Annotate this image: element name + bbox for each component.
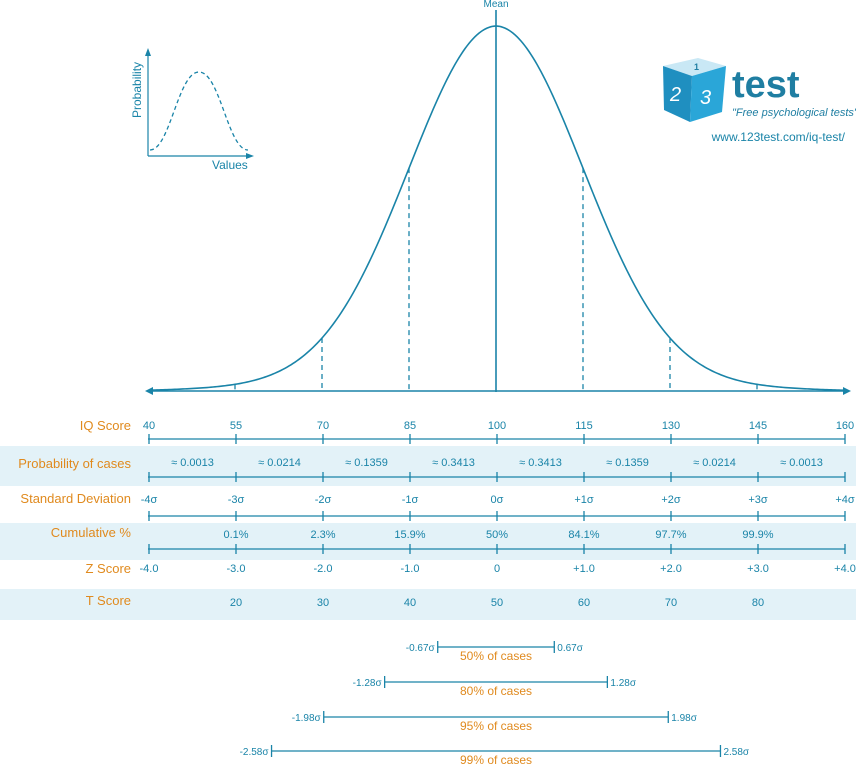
interval-left-label: -2.58σ	[240, 747, 270, 758]
probability-value: ≈ 0.1359	[345, 457, 388, 469]
iq-score-value: 55	[230, 420, 242, 432]
z-score-value: +3.0	[747, 563, 769, 575]
tscore-value: 50	[491, 597, 503, 609]
inset-y-arrow	[145, 48, 151, 56]
logo-brand-text: test	[732, 64, 800, 106]
bell-curve-group: Mean	[145, 0, 851, 395]
logo: 1 2 3 test "Free psychological tests"	[663, 58, 856, 122]
sd-value: -1σ	[402, 494, 419, 506]
inset-curve	[149, 71, 249, 151]
z-score-value: +1.0	[573, 563, 595, 575]
interval-left-label: -1.28σ	[353, 678, 383, 689]
sd-value: +4σ	[835, 494, 855, 506]
inset-x-arrow	[246, 153, 254, 159]
sd-value: -4σ	[141, 494, 158, 506]
inset-x-label: Values	[212, 158, 248, 172]
probability-value: ≈ 0.0214	[693, 457, 736, 469]
cumulative-value: 0.1%	[223, 529, 248, 541]
tscore-value: 60	[578, 597, 590, 609]
z-score-value: -2.0	[314, 563, 333, 575]
tscore-value: 20	[230, 597, 242, 609]
interval-cases-label: 80% of cases	[460, 684, 532, 698]
inset-distribution: Probability Values	[130, 48, 254, 172]
cumulative-value: 50%	[486, 529, 508, 541]
probability-value: ≈ 0.0013	[171, 457, 214, 469]
cumulative-value: 15.9%	[394, 529, 425, 541]
sd-value: +2σ	[661, 494, 681, 506]
baseline-right-arrow	[843, 387, 851, 395]
row-label-sd: Standard Deviation	[20, 491, 131, 506]
sd-value: 0σ	[491, 494, 504, 506]
cumulative-value: 99.9%	[742, 529, 773, 541]
confidence-intervals: -0.67σ 0.67σ 50% of cases -1.28σ 1.28σ 80% of…	[240, 641, 750, 764]
baseline-left-arrow	[145, 387, 153, 395]
z-score-value: -1.0	[401, 563, 420, 575]
cumulative-value: 84.1%	[568, 529, 599, 541]
interval-left-label: -1.98σ	[292, 713, 322, 724]
row-label-t: T Score	[86, 593, 131, 608]
row-label-iq: IQ Score	[80, 418, 131, 433]
probability-value: ≈ 0.0013	[780, 457, 823, 469]
iq-score-value: 115	[575, 420, 593, 432]
tscore-row-band	[0, 589, 856, 620]
sd-value: -3σ	[228, 494, 245, 506]
iq-score-value: 145	[749, 420, 767, 432]
z-score-value: -3.0	[227, 563, 246, 575]
tscore-value: 30	[317, 597, 329, 609]
iq-score-value: 130	[662, 420, 680, 432]
tscore-value: 40	[404, 597, 416, 609]
interval-cases-label: 99% of cases	[460, 753, 532, 764]
sd-value: -2σ	[315, 494, 332, 506]
score-table: IQ Score Probability of cases Standard D…	[18, 418, 856, 609]
die-face-left: 2	[669, 84, 681, 106]
mean-label: Mean	[483, 0, 508, 10]
die-face-right: 3	[700, 87, 711, 109]
interval-right-label: 1.28σ	[610, 678, 636, 689]
interval-cases-label: 50% of cases	[460, 649, 532, 663]
cumulative-row-band	[0, 523, 856, 560]
die-icon: 1 2 3	[663, 58, 726, 122]
tscore-value: 80	[752, 597, 764, 609]
interval-right-label: 2.58σ	[723, 747, 749, 758]
row-label-z: Z Score	[85, 561, 131, 576]
probability-value: ≈ 0.3413	[432, 457, 475, 469]
iq-score-value: 160	[836, 420, 854, 432]
row-label-probability: Probability of cases	[18, 456, 131, 471]
probability-value: ≈ 0.1359	[606, 457, 649, 469]
probability-value: ≈ 0.0214	[258, 457, 301, 469]
logo-tagline: "Free psychological tests"	[732, 107, 856, 119]
cumulative-value: 97.7%	[655, 529, 686, 541]
z-score-value: -4.0	[140, 563, 159, 575]
cumulative-value: 2.3%	[310, 529, 335, 541]
sd-value: +1σ	[574, 494, 594, 506]
interval-cases-label: 95% of cases	[460, 719, 532, 733]
row-label-cumulative: Cumulative %	[51, 525, 132, 540]
z-score-value: +2.0	[660, 563, 682, 575]
iq-score-value: 40	[143, 420, 155, 432]
die-face-top: 1	[694, 62, 699, 72]
iq-score-value: 100	[488, 420, 506, 432]
iq-score-value: 70	[317, 420, 329, 432]
logo-url: www.123test.com/iq-test/	[711, 130, 846, 144]
probability-value: ≈ 0.3413	[519, 457, 562, 469]
interval-left-label: -0.67σ	[406, 643, 436, 654]
interval-right-label: 0.67σ	[557, 643, 583, 654]
z-score-value: 0	[494, 563, 500, 575]
sd-value: +3σ	[748, 494, 768, 506]
z-score-value: +4.0	[834, 563, 856, 575]
interval-right-label: 1.98σ	[671, 713, 697, 724]
iq-score-value: 85	[404, 420, 416, 432]
probability-row-band	[0, 446, 856, 486]
inset-y-label: Probability	[130, 62, 144, 118]
tscore-value: 70	[665, 597, 677, 609]
